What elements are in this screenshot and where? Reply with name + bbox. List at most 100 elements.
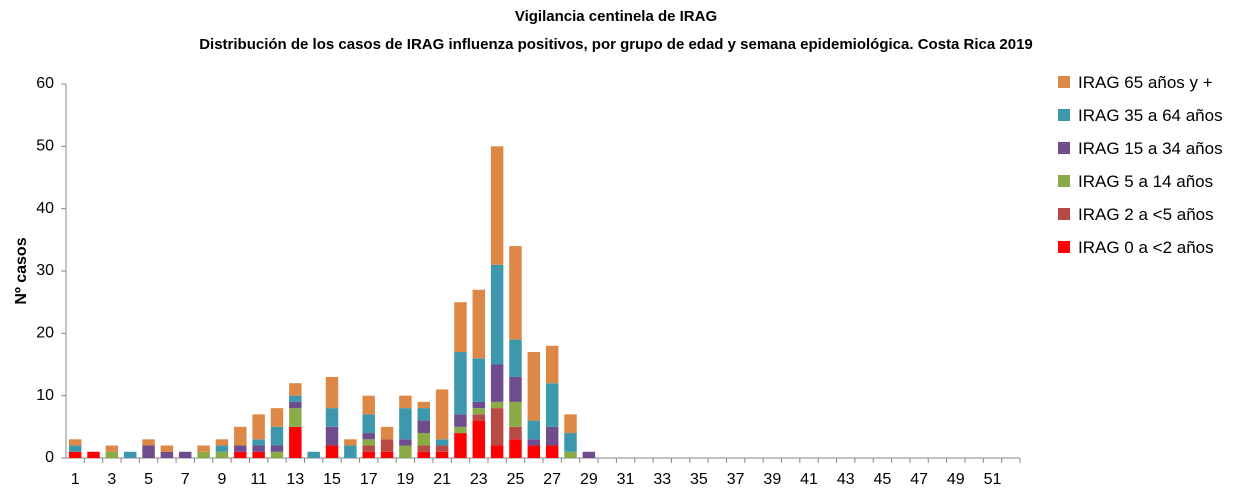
bar-segment <box>68 439 82 446</box>
legend-label: IRAG 35 a 64 años <box>1078 106 1223 125</box>
bar-segment <box>380 451 394 458</box>
legend-item: IRAG 5 a 14 años <box>1058 169 1223 194</box>
y-tick-label: 0 <box>45 449 54 466</box>
legend-label: IRAG 0 a <2 años <box>1078 238 1214 257</box>
bar-segment <box>399 439 412 446</box>
y-tick-label: 50 <box>36 138 54 155</box>
bar-segment <box>454 433 467 458</box>
bar-segment <box>490 264 504 365</box>
bar-segment <box>417 401 430 409</box>
bar-segment <box>68 451 82 458</box>
bar-segment <box>399 395 412 409</box>
x-tick-label: 23 <box>470 471 488 488</box>
x-tick-label: 9 <box>217 471 226 488</box>
bar-segment <box>289 401 302 409</box>
bar-segment <box>197 445 210 452</box>
x-tick-label: 47 <box>910 471 928 488</box>
bar-segment <box>454 302 467 353</box>
x-tick-label: 45 <box>874 471 892 488</box>
bar-segment <box>289 383 302 396</box>
bar-segment <box>344 445 357 458</box>
bar-segment <box>454 426 467 434</box>
bar-segment <box>123 451 137 458</box>
bar-segment <box>380 439 394 452</box>
bar-segment <box>472 401 486 409</box>
bar-segment <box>490 364 504 402</box>
bar-segment <box>509 439 522 458</box>
y-tick-label: 20 <box>36 325 54 342</box>
bar-segment <box>105 445 119 452</box>
x-tick-label: 19 <box>397 471 415 488</box>
bar-segment <box>252 445 265 452</box>
legend-swatch <box>1058 175 1070 187</box>
x-tick-label: 1 <box>71 471 80 488</box>
y-tick-label: 10 <box>36 387 54 404</box>
bar-segment <box>454 414 467 427</box>
x-tick-label: 7 <box>181 471 190 488</box>
x-tick-label: 41 <box>800 471 818 488</box>
legend-item: IRAG 65 años y + <box>1058 70 1223 95</box>
bar-segment <box>545 445 559 458</box>
bar-segment <box>215 445 229 452</box>
bar-segment <box>270 408 284 427</box>
bar-segment <box>252 439 265 446</box>
bar-segment <box>68 445 82 452</box>
bar-segment <box>490 401 504 409</box>
legend-label: IRAG 2 a <5 años <box>1078 205 1214 224</box>
bar-segment <box>417 408 430 421</box>
bar-segment <box>215 439 229 446</box>
bar-segment <box>454 352 467 415</box>
legend-item: IRAG 0 a <2 años <box>1058 235 1223 260</box>
x-tick-label: 37 <box>727 471 745 488</box>
bar-segment <box>509 426 522 440</box>
x-tick-label: 15 <box>323 471 341 488</box>
bar-segment <box>362 445 375 452</box>
bar-segment <box>399 445 412 458</box>
bar-segment <box>160 451 174 458</box>
legend-item: IRAG 15 a 34 años <box>1058 136 1223 161</box>
chart-subtitle: Distribución de los casos de IRAG influe… <box>199 36 1033 53</box>
x-tick-label: 5 <box>144 471 153 488</box>
bar-segment <box>252 414 265 440</box>
bar-segment <box>362 395 375 415</box>
bar-segment <box>179 451 192 458</box>
bar-segment <box>142 439 155 446</box>
x-tick-label: 3 <box>107 471 116 488</box>
bar-segment <box>252 451 265 458</box>
bar-segment <box>509 339 522 377</box>
bar-segment <box>417 420 430 434</box>
y-axis-label: Nº casos <box>13 237 30 304</box>
legend-swatch <box>1058 76 1070 88</box>
bar-segment <box>472 289 486 359</box>
bar-segment <box>142 445 155 458</box>
bar-segment <box>527 420 541 440</box>
bar-segment <box>417 433 430 446</box>
bar-segment <box>234 445 247 452</box>
y-tick-label: 60 <box>36 75 54 92</box>
bar-segment <box>564 451 577 458</box>
bar-segment <box>325 376 339 409</box>
bar-segment <box>564 433 577 452</box>
bar-segment <box>417 445 430 452</box>
bar-segment <box>362 451 375 458</box>
legend-swatch <box>1058 109 1070 121</box>
bar-segment <box>509 376 522 402</box>
bar-segment <box>545 345 559 384</box>
bar-segment <box>582 451 596 458</box>
bar-segment <box>270 426 284 446</box>
x-tick-label: 49 <box>947 471 965 488</box>
x-tick-label: 29 <box>580 471 598 488</box>
bar-segment <box>435 445 449 452</box>
bar-segment <box>325 408 339 427</box>
legend-label: IRAG 5 a 14 años <box>1078 172 1214 191</box>
bar-segment <box>435 389 449 440</box>
bar-segment <box>362 439 375 446</box>
bar-segment <box>380 426 394 440</box>
bar-segment <box>215 451 229 458</box>
legend-swatch <box>1058 208 1070 220</box>
x-tick-label: 17 <box>360 471 378 488</box>
legend-item: IRAG 2 a <5 años <box>1058 202 1223 227</box>
chart-title: Vigilancia centinela de IRAG <box>515 8 717 25</box>
bar-segment <box>234 451 247 458</box>
